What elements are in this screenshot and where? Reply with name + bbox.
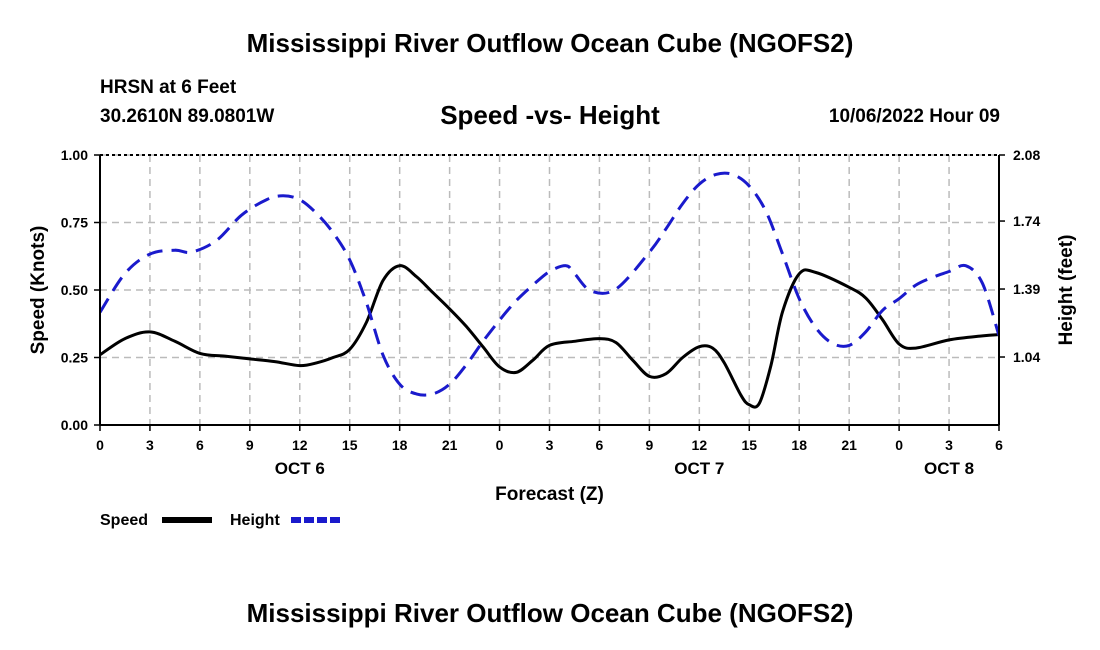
left-y-tick-label: 1.00	[61, 147, 88, 163]
height-series-line	[100, 171, 999, 397]
station-coords: 30.2610N 89.0801W	[100, 106, 275, 127]
right-axis-title: Height (feet)	[1056, 235, 1077, 346]
day-label: OCT 8	[924, 459, 974, 478]
left-y-tick-label: 0.25	[61, 350, 88, 366]
speed-series-line	[100, 264, 999, 409]
x-tick-label: 3	[945, 437, 953, 453]
x-tick-label: 12	[292, 437, 308, 453]
chart-datetime: 10/06/2022 Hour 09	[828, 106, 1000, 127]
x-tick-label: 21	[841, 437, 857, 453]
x-tick-label: 18	[791, 437, 807, 453]
chart-subtitle: Speed -vs- Height	[440, 100, 660, 130]
day-label: OCT 6	[275, 459, 325, 478]
right-y-tick-label: 1.74	[1013, 213, 1040, 229]
left-y-tick-label: 0.00	[61, 417, 88, 433]
left-axis-title: Speed (Knots)	[28, 226, 49, 355]
footer-title: Mississippi River Outflow Ocean Cube (NG…	[246, 598, 854, 628]
right-y-tick-label: 1.39	[1013, 281, 1040, 297]
grid	[99, 154, 1000, 426]
x-tick-label: 0	[96, 437, 104, 453]
x-tick-label: 15	[342, 437, 358, 453]
axes	[94, 154, 1005, 431]
right-y-tick-label: 1.04	[1013, 349, 1040, 365]
legend-label-height: Height	[230, 512, 280, 529]
left-y-tick-label: 0.50	[61, 282, 88, 298]
x-tick-label: 9	[246, 437, 254, 453]
x-axis-title: Forecast (Z)	[495, 484, 604, 505]
day-label: OCT 7	[674, 459, 724, 478]
x-tick-label: 3	[546, 437, 554, 453]
right-y-tick-label: 2.08	[1013, 147, 1040, 163]
x-tick-label: 0	[895, 437, 903, 453]
x-tick-label: 9	[645, 437, 653, 453]
station-name: HRSN at 6 Feet	[100, 77, 237, 98]
x-tick-label: 6	[196, 437, 204, 453]
x-tick-label: 18	[392, 437, 408, 453]
series	[100, 171, 999, 409]
page-title: Mississippi River Outflow Ocean Cube (NG…	[246, 28, 854, 58]
labels: 0 3 6 9 12 15 18 21 0 3 6 9 12 15 18 21 0 3 6 OCT 6 OCT 7 OCT…	[28, 147, 1077, 505]
legend-label-speed: Speed	[100, 512, 148, 529]
x-tick-label: 12	[692, 437, 708, 453]
x-tick-label: 6	[995, 437, 1003, 453]
x-tick-label: 15	[741, 437, 757, 453]
x-tick-label: 6	[596, 437, 604, 453]
x-tick-label: 21	[442, 437, 458, 453]
legend: Speed Height	[100, 512, 342, 529]
x-tick-label: 3	[146, 437, 154, 453]
x-tick-label: 0	[496, 437, 504, 453]
left-y-tick-label: 0.75	[61, 215, 88, 231]
